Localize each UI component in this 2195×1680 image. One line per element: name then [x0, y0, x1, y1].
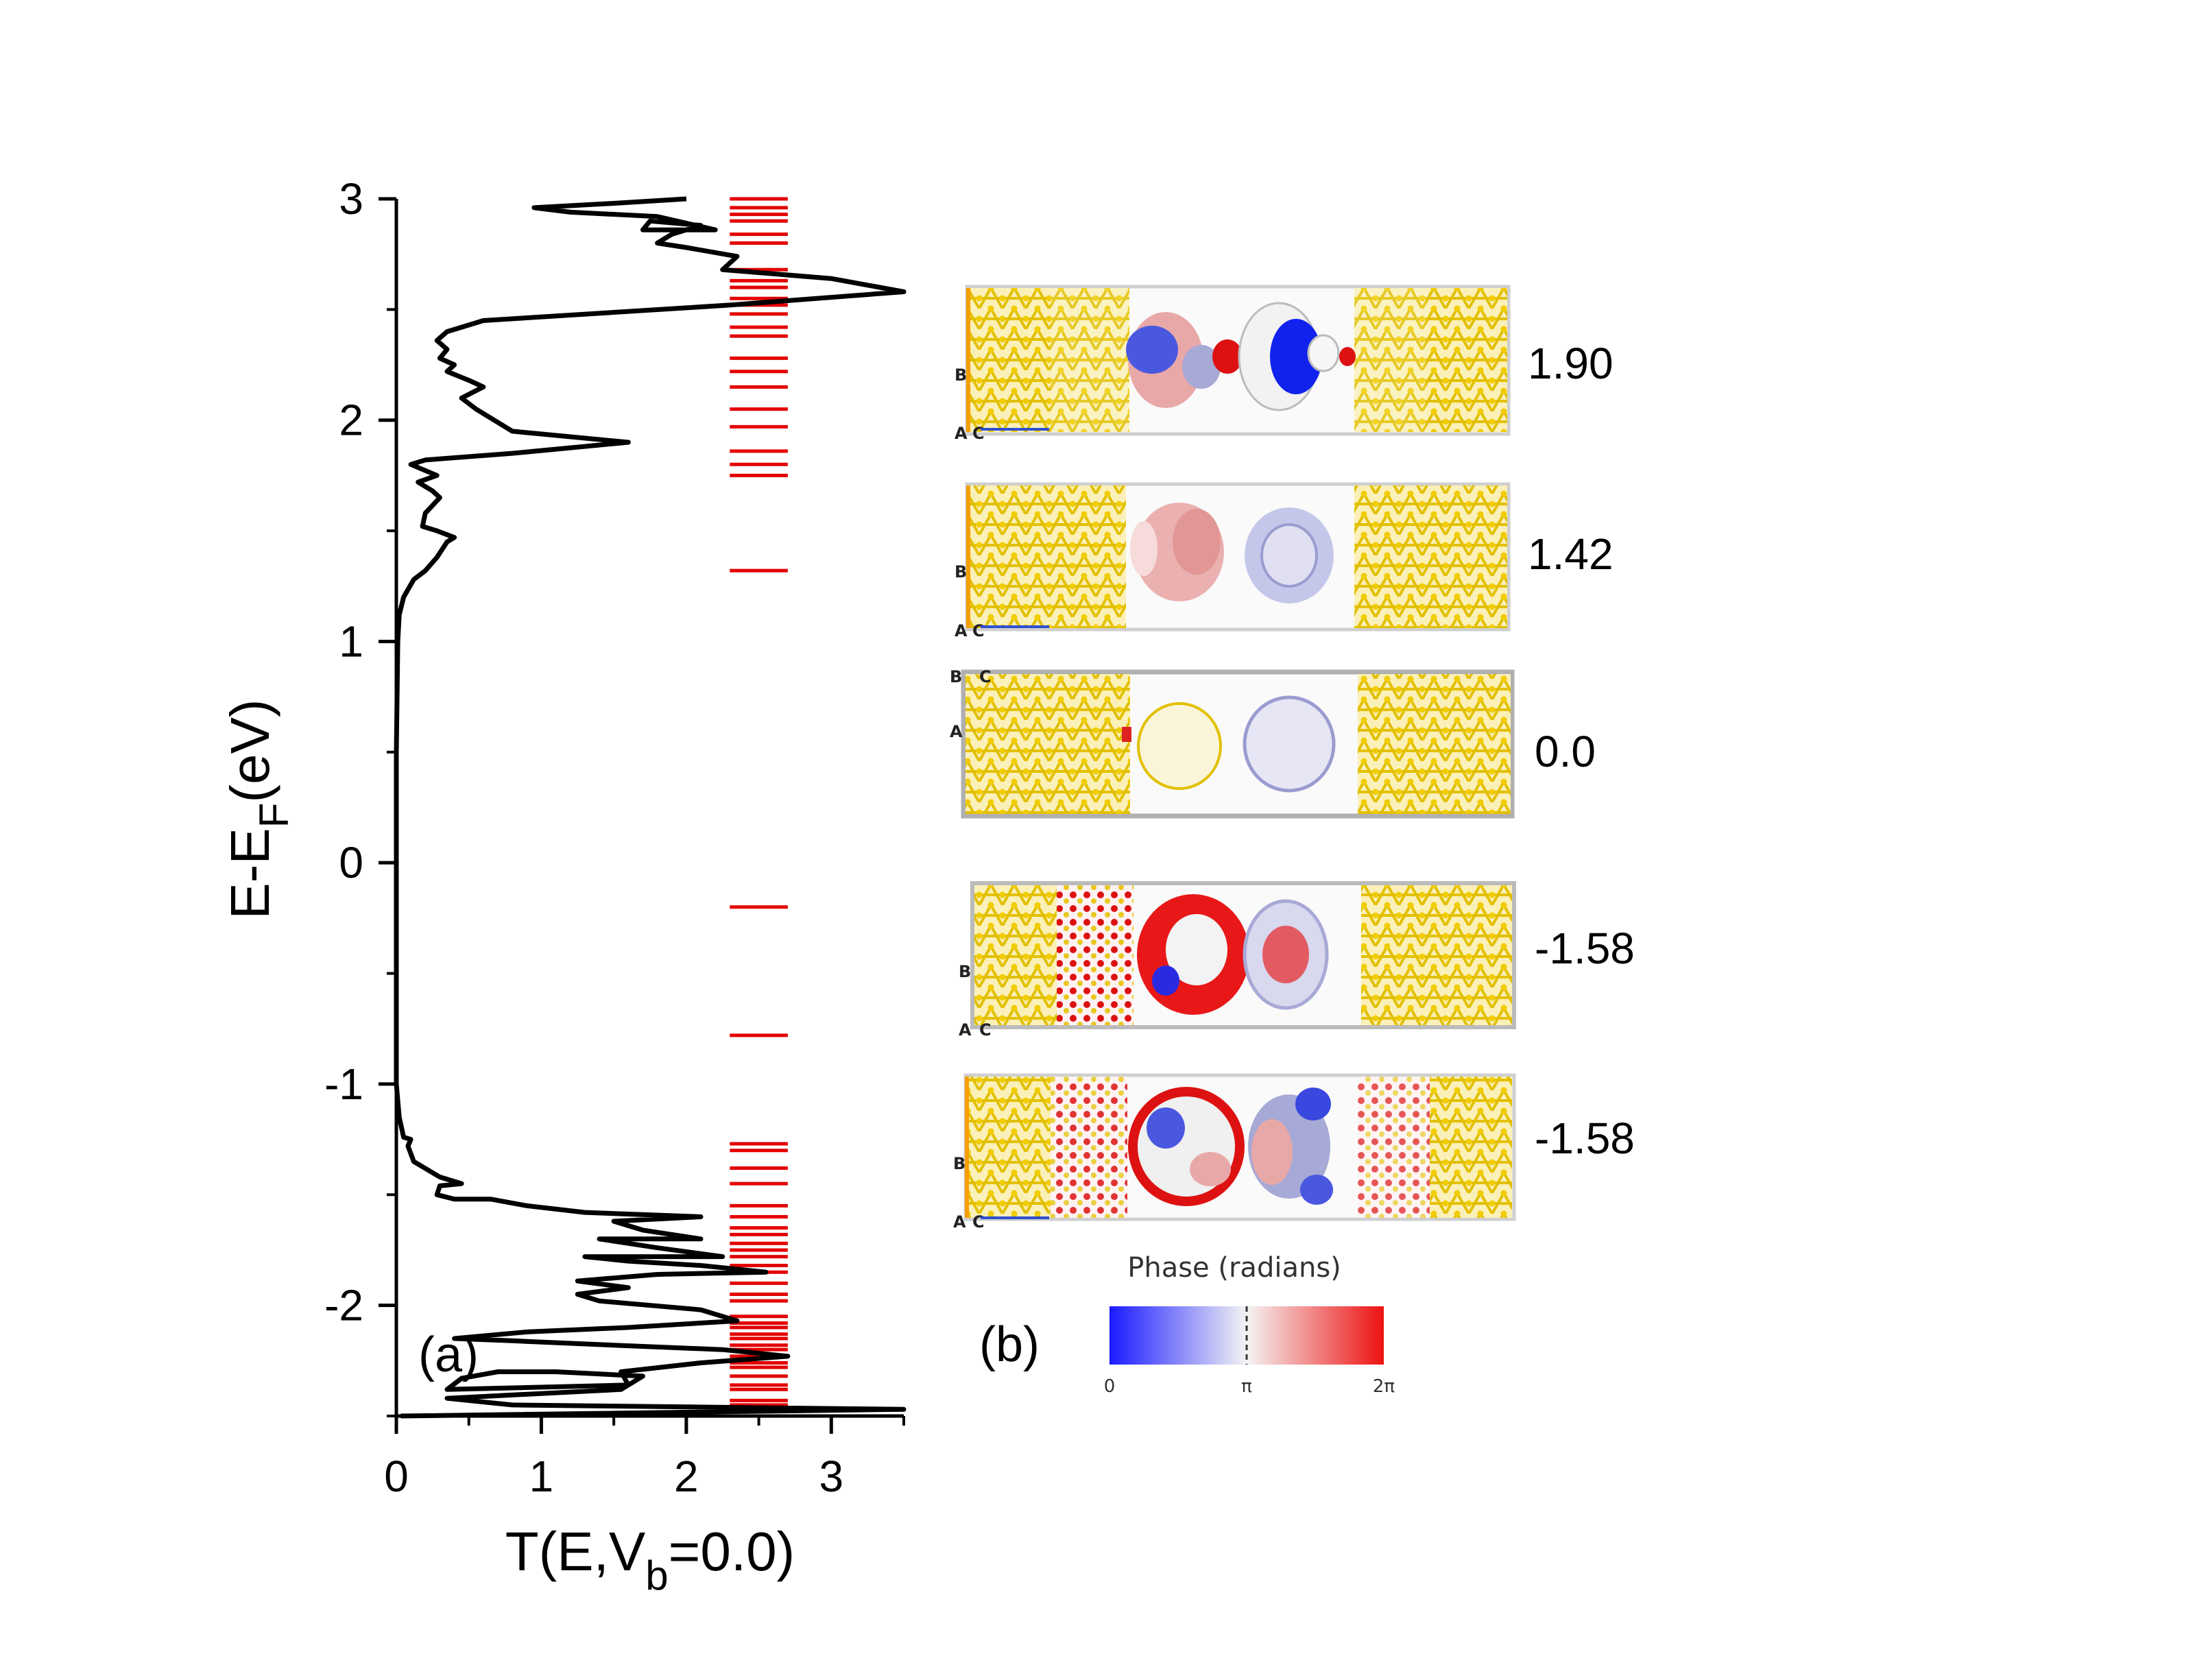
right-contact	[1358, 674, 1430, 814]
y-tick-label: 1	[339, 616, 363, 666]
orbital-lobe	[1137, 702, 1222, 790]
colorbar-title: Phase (radians)	[1127, 1252, 1341, 1284]
colorbar-tick-0: 0	[1104, 1376, 1116, 1397]
panel-a-label: (a)	[418, 1328, 479, 1382]
right-contact	[1361, 885, 1433, 1025]
orbital-lobe	[1182, 345, 1221, 389]
left-electrode	[968, 288, 1051, 432]
axis-label-b: B	[955, 562, 967, 581]
left-contact	[1051, 1077, 1127, 1218]
y-tick-label: -2	[324, 1281, 363, 1330]
orbital-lobe	[1307, 334, 1340, 372]
left-contact	[1051, 288, 1129, 432]
y-ticks: 3 2 1 0 -1 -2	[324, 174, 396, 1417]
energy-label-2: 1.42	[1528, 529, 1614, 579]
x-tick-label: 1	[529, 1452, 554, 1501]
x-ticks: 0 1 2 3	[384, 1416, 905, 1501]
orbital-lobe	[1173, 509, 1221, 575]
orbital-lobe	[1147, 1107, 1185, 1149]
y-axis-title: E-EF(eV)	[219, 699, 297, 919]
axis-label-c: C	[979, 1020, 992, 1040]
eigenstate-image-4: B A C	[959, 881, 1516, 1040]
orbital-lobe	[1243, 695, 1336, 793]
x-tick-label: 3	[819, 1452, 843, 1501]
orbital-lobe	[1126, 326, 1178, 374]
panel-b-label: (b)	[979, 1317, 1040, 1372]
axis-label-a: A	[955, 621, 968, 640]
eigenstate-image-3: B C A	[950, 667, 1515, 819]
x-tick-label: 2	[674, 1452, 699, 1501]
axis-label-a: A	[953, 1212, 966, 1232]
right-contact	[1354, 288, 1426, 432]
y-tick-label: 3	[339, 174, 363, 224]
energy-label-1: 1.90	[1528, 339, 1614, 388]
orbital-lobe	[1300, 1175, 1333, 1205]
phase-colorbar: Phase (radians) 0 π 2π	[1104, 1252, 1395, 1397]
transmission-plot: 3 2 1 0 -1 -2 0 1 2 3 (a) T(E,Vb=0.0) E-EF(eV)	[219, 174, 907, 1598]
energy-label-3: 0.0	[1535, 727, 1596, 776]
axis-label-b: B	[959, 962, 971, 981]
left-contact	[1051, 485, 1126, 628]
orbital-lobe	[1339, 347, 1356, 366]
eigenstate-levels	[730, 197, 788, 1407]
orbital-lobe	[1212, 339, 1243, 374]
eigenstate-image-2: B A C	[955, 482, 1511, 640]
colorbar-tick-2pi: 2π	[1373, 1376, 1395, 1397]
axis-label-c: C	[972, 621, 985, 640]
left-electrode	[967, 1077, 1051, 1218]
orbital-lobe	[1190, 1152, 1231, 1186]
x-axis-title: T(E,Vb=0.0)	[505, 1521, 795, 1598]
orbital-lobe	[1270, 319, 1322, 394]
orbital-lobe	[1130, 521, 1158, 576]
axis-label-a: A	[955, 424, 968, 443]
orbital-lobe	[1295, 1088, 1331, 1120]
axis-label-b: B	[955, 365, 967, 385]
axis-label-b: B	[950, 667, 962, 686]
wavefunction-panel: B A C 1.90 B A C 1.42	[950, 285, 1635, 1397]
orbital-lobe	[1128, 1087, 1245, 1206]
orbital-lobe	[1166, 914, 1227, 985]
left-contact	[1057, 885, 1134, 1025]
axis-label-b: B	[953, 1154, 965, 1173]
eigenstate-image-5: B A C	[953, 1073, 1516, 1232]
eigenstate-image-1: B A C	[955, 285, 1511, 443]
axis-label-c: C	[979, 667, 992, 686]
orbital-lobe	[1122, 727, 1131, 742]
y-tick-label: 0	[339, 838, 363, 887]
energy-label-4: -1.58	[1535, 924, 1635, 973]
right-electrode	[1430, 1077, 1512, 1218]
colorbar-tick-pi: π	[1241, 1376, 1252, 1397]
energy-label-5: -1.58	[1535, 1114, 1635, 1163]
axis-label-a: A	[959, 1020, 972, 1040]
y-tick-label: 2	[339, 396, 363, 445]
left-contact	[1049, 674, 1130, 814]
right-electrode	[1426, 288, 1507, 432]
right-electrode	[1433, 885, 1512, 1025]
right-contact	[1358, 1077, 1430, 1218]
orbital-lobe	[1251, 1119, 1293, 1185]
x-tick-label: 0	[384, 1452, 409, 1501]
axis-label-c: C	[972, 424, 985, 443]
axis-label-c: C	[972, 1212, 985, 1232]
transmission-curve	[394, 196, 907, 1419]
left-electrode	[968, 485, 1051, 628]
left-electrode	[965, 674, 1049, 814]
orbital-lobe	[1260, 523, 1318, 588]
orbital-lobe	[1152, 965, 1179, 996]
right-electrode	[1426, 485, 1507, 628]
axis-label-a: A	[950, 722, 963, 741]
right-electrode	[1430, 674, 1511, 814]
y-tick-label: -1	[324, 1059, 363, 1109]
orbital-lobe	[1262, 926, 1309, 983]
right-contact	[1354, 485, 1426, 628]
left-electrode	[974, 885, 1057, 1025]
